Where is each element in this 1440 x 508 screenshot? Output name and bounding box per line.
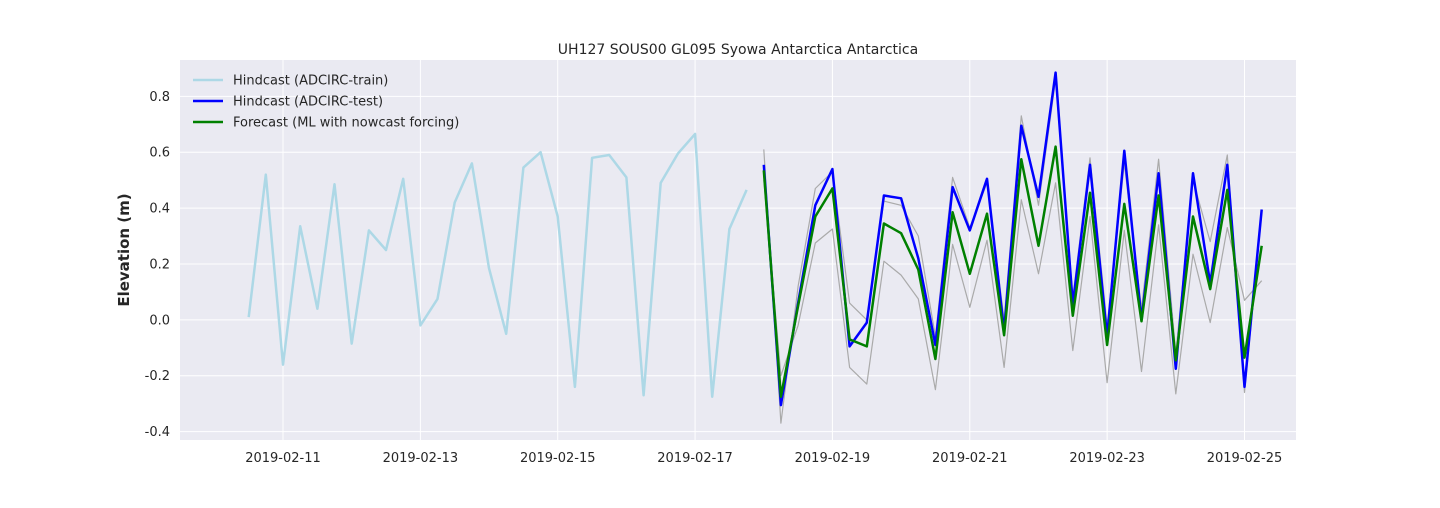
y-tick-label: 0.6 bbox=[149, 146, 170, 161]
x-tick-label: 2019-02-13 bbox=[383, 451, 459, 466]
x-tick-label: 2019-02-23 bbox=[1069, 451, 1145, 466]
series-line-train bbox=[247, 132, 748, 398]
legend: Hindcast (ADCIRC-train) Hindcast (ADCIRC-… bbox=[193, 74, 459, 131]
x-tick-label: 2019-02-19 bbox=[795, 451, 871, 466]
x-tick-label: 2019-02-15 bbox=[520, 451, 596, 466]
series-line-forecast bbox=[762, 145, 1263, 398]
y-tick-label: 0.4 bbox=[149, 202, 170, 217]
x-tick-label: 2019-02-25 bbox=[1207, 451, 1283, 466]
legend-entry: Hindcast (ADCIRC-test) bbox=[233, 95, 383, 110]
x-tick-label: 2019-02-11 bbox=[245, 451, 321, 466]
legend-entry: Forecast (ML with nowcast forcing) bbox=[233, 116, 459, 131]
y-axis-label: Elevation (m) bbox=[115, 193, 133, 306]
x-tick-label: 2019-02-17 bbox=[657, 451, 733, 466]
series-layer bbox=[247, 71, 1263, 424]
x-tick-label: 2019-02-21 bbox=[932, 451, 1008, 466]
series-line-ensemble-lower bbox=[763, 180, 1263, 395]
y-tick-label: 0.8 bbox=[149, 90, 170, 105]
y-tick-label: -0.4 bbox=[145, 425, 170, 440]
y-tick-label: 0.0 bbox=[149, 313, 170, 328]
legend-entry: Hindcast (ADCIRC-train) bbox=[233, 74, 388, 89]
axis-labels: 2019-02-11 2019-02-13 2019-02-15 2019-02-17… bbox=[145, 90, 1283, 466]
chart-title: UH127 SOUS00 GL095 Syowa Antarctica Anta… bbox=[558, 42, 918, 58]
y-tick-label: -0.2 bbox=[145, 369, 170, 384]
y-tick-label: 0.2 bbox=[149, 257, 170, 272]
